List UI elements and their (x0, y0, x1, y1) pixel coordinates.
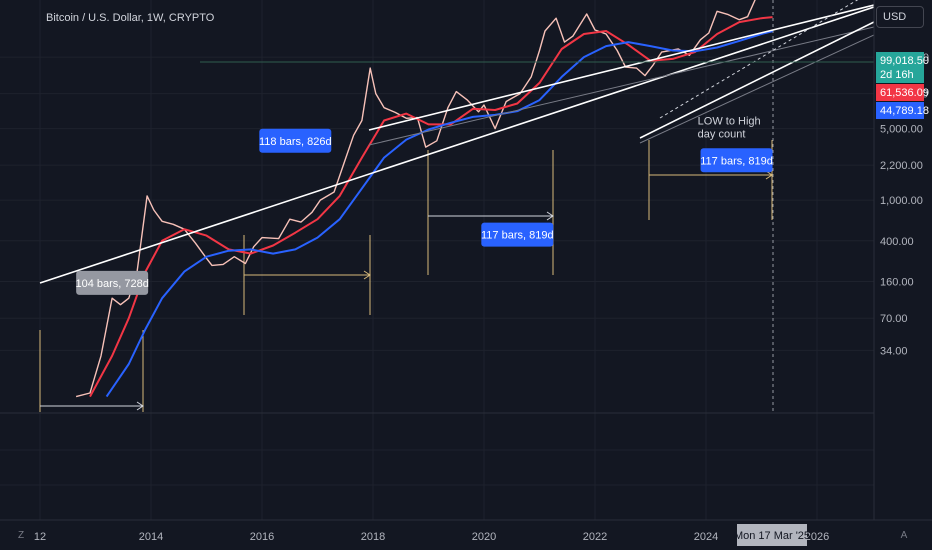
x-tick-label: 2020 (472, 531, 496, 543)
x-tick-label: 2018 (361, 531, 385, 543)
trend-lines (39, 0, 874, 284)
y-tick-label: 400.00 (880, 236, 914, 248)
price-tag-text: 44,789.18 (880, 105, 929, 117)
price-tag-box (876, 52, 924, 69)
currency-button[interactable]: USD (876, 6, 924, 28)
trend-line-cycle (639, 21, 874, 139)
range-arrow-head (136, 401, 144, 411)
series-line-0 (75, 0, 756, 398)
range-arrow-head (765, 170, 773, 180)
annotation-text: day count (698, 128, 746, 140)
bars-label-box (481, 222, 554, 247)
trend-line-main (39, 6, 874, 284)
annotation-lines (39, 0, 774, 412)
crosshair-date-text: Mon 17 Mar '25 (734, 530, 810, 542)
bars-label-box (259, 128, 332, 153)
plot-area (39, 0, 874, 412)
series-group (75, 0, 773, 398)
price-tag-box (876, 102, 924, 119)
annotation-text: LOW to High (698, 115, 761, 127)
price-tag-text: 61,536.09 (880, 87, 929, 99)
x-tick-label: 2014 (139, 531, 163, 543)
lower-panes (0, 412, 874, 486)
x-tick-label: 2016 (250, 531, 274, 543)
bars-label-box (700, 148, 773, 173)
crosshair-date-tag (737, 524, 807, 546)
x-tick-label: 2022 (583, 531, 607, 543)
y-tick-label: 70.00 (880, 313, 908, 325)
series-line-1 (89, 16, 773, 398)
trend-line-upper (368, 4, 874, 131)
timezone-button[interactable]: Z (17, 530, 25, 541)
measure-labels: 104 bars, 728d 118 bars, 826d 117 bars, 81… (75, 115, 773, 295)
x-tick-label: 2024 (694, 531, 718, 543)
x-tick-label: 12 (34, 531, 46, 543)
price-tag-text: 2d 16h (880, 69, 914, 81)
price-tag-box (876, 84, 924, 101)
chart-title: Bitcoin / U.S. Dollar, 1W, CRYPTO (46, 12, 215, 24)
price-tag-box (876, 66, 924, 83)
range-arrow-head (546, 211, 554, 221)
bars-label-text: 117 bars, 819d (700, 155, 773, 167)
price-tags: 99,018.50 2d 16h 61,536.09 44,789.18 (876, 52, 929, 119)
y-tick-label: 1,000.00 (880, 195, 923, 207)
trend-line-channel (368, 26, 874, 146)
series-line-2 (105, 30, 773, 398)
bars-label-text: 104 bars, 728d (75, 278, 148, 290)
bars-label-box (76, 270, 149, 295)
y-tick-label: 160.00 (880, 277, 914, 289)
auto-scale-button[interactable]: A (900, 530, 908, 541)
bars-label-text: 118 bars, 826d (259, 136, 332, 148)
grid-lines (0, 0, 874, 520)
x-tick-label: 2026 (805, 531, 829, 543)
y-tick-label: 34.00 (880, 345, 908, 357)
price-tag-text: 99,018.50 (880, 55, 929, 67)
y-tick-label: 5,000.00 (880, 124, 923, 136)
y-tick-label: 2,200.00 (880, 160, 923, 172)
range-arrow-head (363, 270, 371, 280)
bars-label-text: 117 bars, 819d (481, 230, 554, 242)
trend-line-cycle-low (639, 34, 874, 144)
